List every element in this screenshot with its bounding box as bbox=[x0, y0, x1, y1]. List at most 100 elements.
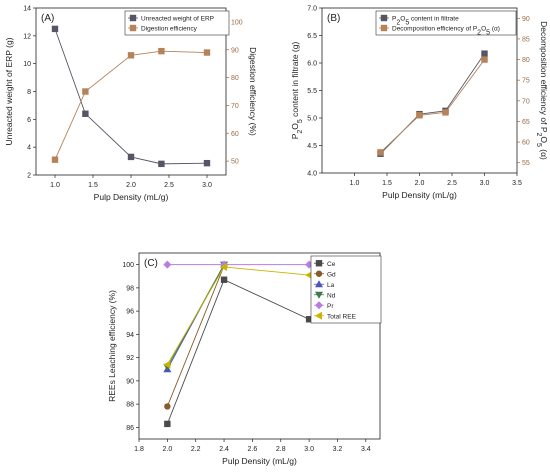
series-line bbox=[380, 59, 485, 153]
x-axis-title: Pulp Density (mL/g) bbox=[222, 456, 297, 466]
legend-marker bbox=[315, 260, 323, 267]
x-tick-label: 3.0 bbox=[480, 180, 490, 187]
y-right-tick-label: 75 bbox=[522, 78, 530, 85]
chart-panel-3: (C) 1.8 2.0 2.2 2.4 2.6 2.8 3.0 3.2 3.4 86 88 90 92 94… bbox=[107, 252, 382, 466]
legend-label: Digestion efficiency bbox=[141, 26, 198, 33]
legend-label: Decomposition efficiency of P2O5 (α) bbox=[392, 26, 500, 37]
data-point bbox=[481, 50, 488, 57]
data-point bbox=[442, 109, 449, 116]
series-ce bbox=[164, 276, 313, 428]
x-tick-label: 1.5 bbox=[382, 180, 392, 187]
legend-box bbox=[124, 10, 230, 36]
y-tick-label: 5.5 bbox=[307, 88, 317, 95]
y-right-tick-label: 70 bbox=[231, 103, 239, 110]
y-right-tick-label: 60 bbox=[522, 140, 530, 147]
y-tick-label: 100 bbox=[122, 262, 134, 269]
x-axis-title: Pulp Density (mL/g) bbox=[94, 192, 169, 202]
legend-label: P2O5 content in filtrate bbox=[392, 16, 459, 27]
y-tick-label: 4.5 bbox=[307, 143, 317, 150]
plot-frame bbox=[138, 252, 381, 440]
legend-marker bbox=[315, 270, 323, 277]
series-total-ree bbox=[163, 262, 313, 369]
series-line bbox=[166, 266, 310, 365]
panel-label: (A) bbox=[41, 13, 54, 24]
y-tick-label: 2 bbox=[27, 173, 31, 180]
data-point bbox=[163, 360, 171, 369]
series-pr bbox=[163, 260, 314, 269]
x-tick-label: 2.5 bbox=[164, 182, 174, 189]
y-tick-label: 14 bbox=[23, 6, 31, 13]
data-point bbox=[220, 276, 228, 283]
data-point bbox=[203, 49, 211, 56]
series-digestion-efficiency bbox=[51, 47, 211, 163]
y-tick-label: 7.0 bbox=[307, 6, 317, 13]
x-tick-label: 2.2 bbox=[191, 446, 201, 453]
data-point bbox=[164, 403, 171, 410]
data-point bbox=[416, 112, 423, 119]
y-right-tick-label: 55 bbox=[522, 160, 530, 167]
y-tick-label: 6.0 bbox=[307, 61, 317, 68]
y-tick-label: 86 bbox=[126, 425, 134, 432]
y-tick-label: 90 bbox=[126, 378, 134, 385]
legend-marker bbox=[315, 311, 322, 320]
legend-label: Unreacted weight of ERP bbox=[141, 16, 214, 23]
y-right-tick-label: 65 bbox=[522, 119, 530, 126]
x-tick-label: 2.6 bbox=[248, 446, 258, 453]
data-point bbox=[127, 153, 135, 161]
data-point bbox=[82, 110, 89, 117]
x-tick-label: 3.4 bbox=[361, 446, 371, 453]
y-tick-label: 4 bbox=[27, 145, 31, 152]
legend-box bbox=[375, 10, 517, 36]
y-right-axis-title: Digestion efficiency (%) bbox=[248, 47, 258, 136]
y-right-tick-label: 80 bbox=[522, 57, 530, 64]
y-axis-title: P2O5 content in filtrate (g) bbox=[290, 42, 304, 140]
y-right-tick-label: 85 bbox=[522, 36, 530, 43]
legend-marker bbox=[315, 291, 323, 299]
data-point bbox=[481, 56, 488, 63]
y-tick-label: 6.5 bbox=[307, 33, 317, 40]
series-gd bbox=[164, 262, 228, 410]
y-tick-label: 96 bbox=[126, 309, 134, 316]
data-point bbox=[51, 156, 59, 163]
legend: Unreacted weight of ERP Digestion efficie… bbox=[124, 10, 230, 36]
x-tick-label: 2.0 bbox=[126, 182, 136, 189]
y-tick-label: 12 bbox=[23, 33, 31, 40]
legend-label: Ce bbox=[327, 261, 336, 268]
data-point bbox=[220, 262, 228, 271]
y-tick-label: 88 bbox=[126, 402, 134, 409]
legend-label: Nd bbox=[327, 292, 336, 299]
y-right-tick-label: 90 bbox=[522, 16, 530, 23]
y-axis-title: Unreacted weight of ERP (g) bbox=[4, 37, 14, 145]
x-tick-label: 2.4 bbox=[219, 446, 229, 453]
legend-marker bbox=[315, 280, 323, 288]
x-tick-label: 1.0 bbox=[50, 182, 60, 189]
panel-label: (B) bbox=[327, 13, 340, 24]
y-right-tick-label: 80 bbox=[231, 75, 239, 82]
x-tick-label: 2.0 bbox=[415, 180, 425, 187]
y-tick-label: 8 bbox=[27, 89, 31, 96]
x-tick-label: 1.0 bbox=[350, 180, 360, 187]
x-tick-label: 3.2 bbox=[333, 446, 343, 453]
data-point bbox=[163, 260, 172, 269]
data-point bbox=[127, 52, 135, 59]
chart-panel-1: (A) 1.0 1.5 2.0 2.5 3.0 2 4 6 8 10 12 14 50 60 70 80 90 10… bbox=[4, 6, 258, 203]
y-tick-label: 6 bbox=[27, 117, 31, 124]
series-p2o5-content-in-filtrate bbox=[377, 50, 488, 157]
y-right-tick-label: 60 bbox=[231, 131, 239, 138]
x-tick-label: 2.5 bbox=[447, 180, 457, 187]
series-decomposition-efficiency-of-p2o5- bbox=[377, 56, 488, 156]
legend-marker bbox=[129, 24, 137, 32]
x-tick-label: 1.5 bbox=[88, 182, 98, 189]
legend-label: La bbox=[327, 282, 335, 289]
panel-label: (C) bbox=[144, 258, 158, 269]
legend-marker bbox=[129, 14, 137, 22]
legend-label: Pr bbox=[327, 303, 334, 310]
y-tick-label: 92 bbox=[126, 355, 134, 362]
data-point bbox=[51, 25, 59, 33]
y-right-tick-label: 90 bbox=[231, 47, 239, 54]
x-tick-label: 1.8 bbox=[134, 446, 144, 453]
y-right-tick-label: 70 bbox=[522, 98, 530, 105]
y-right-tick-label: 50 bbox=[231, 159, 239, 166]
x-tick-label: 2.8 bbox=[276, 446, 286, 453]
